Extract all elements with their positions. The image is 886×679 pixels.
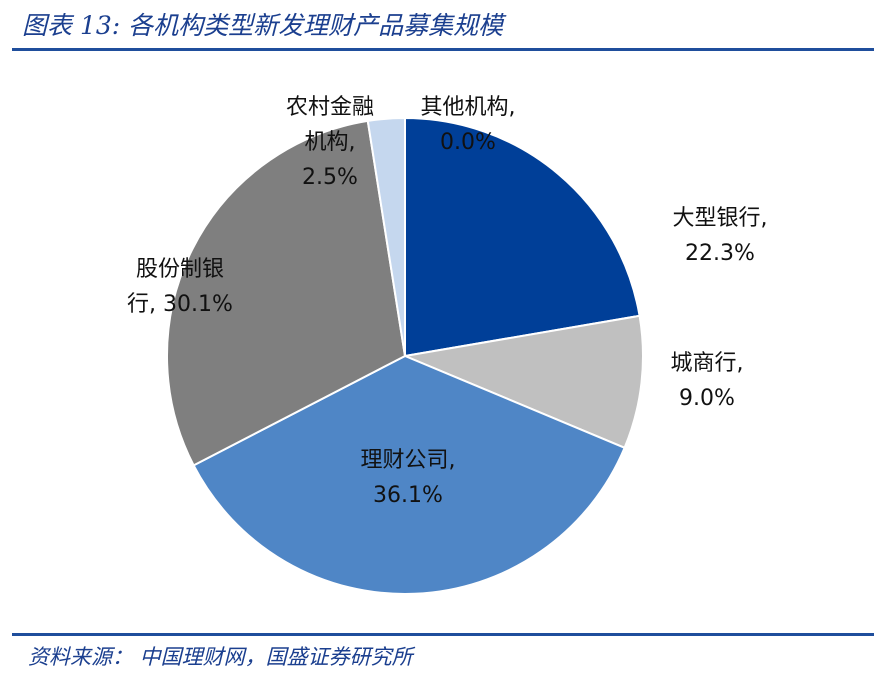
slice-label-3: 城商行, 9.0% bbox=[671, 351, 744, 411]
slice-label-line: 2.5% bbox=[302, 165, 358, 190]
source-divider bbox=[12, 633, 874, 636]
slice-label-5: 股份制银行, 30.1% bbox=[127, 257, 233, 317]
slice-label-4: 理财公司, 36.1% bbox=[361, 448, 456, 508]
pie-slice-3 bbox=[404, 314, 644, 449]
slice-label-line: 城商行, bbox=[671, 351, 744, 376]
slice-label-line: 22.3% bbox=[685, 241, 755, 266]
slice-label-line: 股份制银 bbox=[136, 257, 224, 282]
slice-label-1: 其他机构, 0.0% bbox=[421, 95, 516, 155]
source-note: 资料来源： 中国理财网，国盛证券研究所 bbox=[28, 645, 413, 669]
slice-label-line: 农村金融 bbox=[286, 95, 374, 120]
pie-slice-5 bbox=[165, 119, 406, 467]
slice-label-line: 行, 30.1% bbox=[127, 292, 233, 317]
slice-label-line: 9.0% bbox=[679, 386, 735, 411]
figure-title: 图表 13: 各机构类型新发理财产品募集规模 bbox=[22, 11, 504, 40]
pie-slice-2 bbox=[404, 117, 641, 357]
pie-slice-4 bbox=[192, 355, 626, 595]
slice-label-line: 理财公司, bbox=[361, 448, 456, 473]
slice-label-2: 大型银行, 22.3% bbox=[673, 206, 768, 266]
slice-label-line: 36.1% bbox=[373, 483, 443, 508]
slice-label-line: 大型银行, bbox=[673, 206, 768, 231]
slice-label-line: 其他机构, bbox=[421, 95, 516, 120]
title-divider bbox=[12, 48, 874, 51]
slice-label-line: 0.0% bbox=[440, 130, 496, 155]
slice-label-line: 机构, bbox=[305, 130, 356, 155]
slice-label-6: 农村金融机构, 2.5% bbox=[286, 95, 374, 190]
pie-slice-6 bbox=[366, 117, 406, 357]
